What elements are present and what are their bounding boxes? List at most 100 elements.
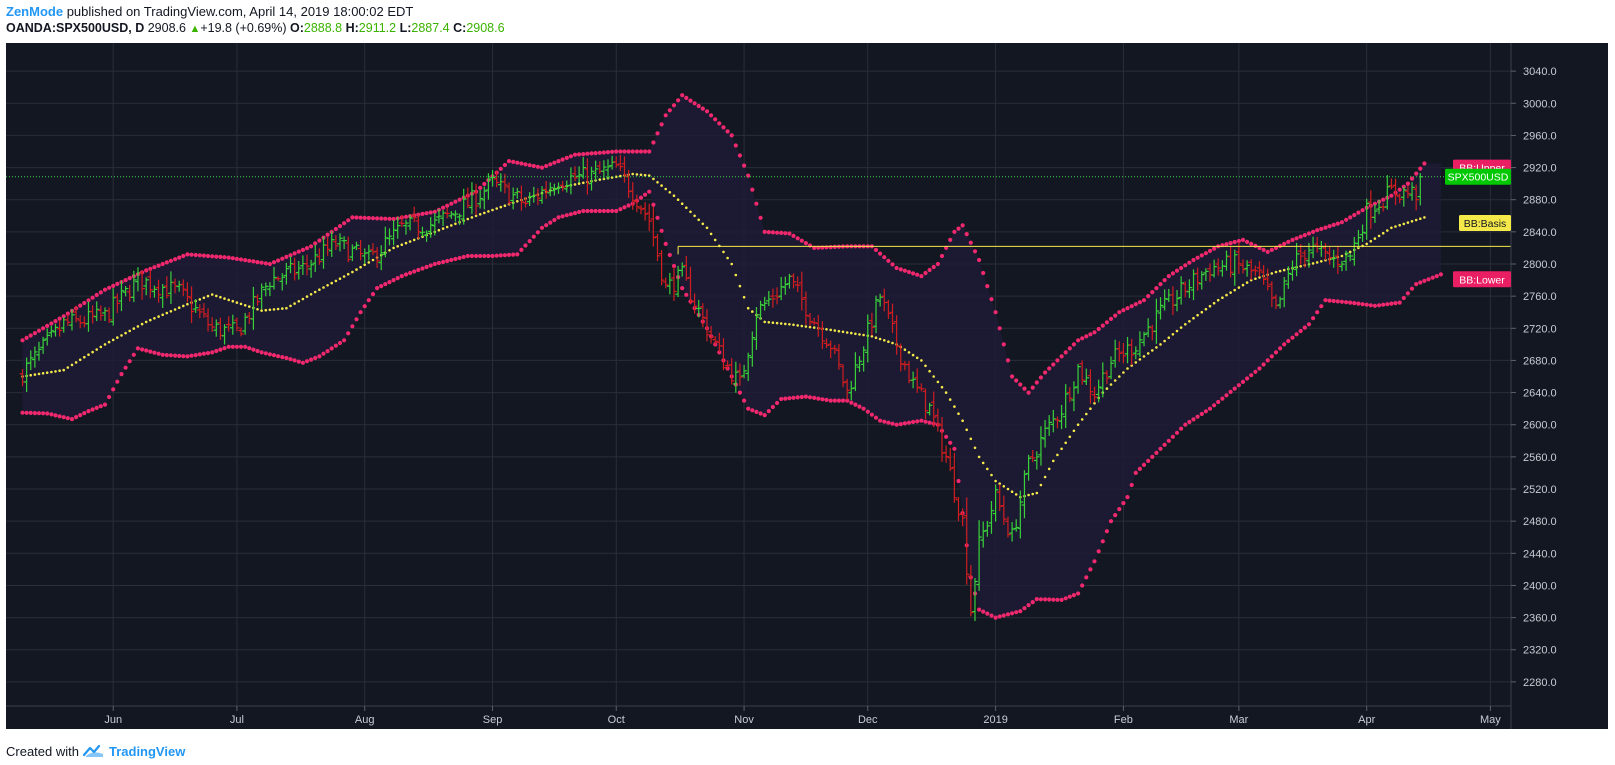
bb-basis-dot [1320, 260, 1323, 263]
bb-upper-dot [523, 162, 528, 167]
symbol-name[interactable]: OANDA:SPX500USD, D [6, 21, 145, 35]
bb-lower-dot [1166, 438, 1171, 443]
ohlc-bar [394, 216, 401, 239]
bb-basis-dot [33, 373, 37, 376]
open-value: 2888.8 [303, 21, 343, 35]
last-price: 2908.6 [147, 21, 186, 35]
ohlc-bar [225, 316, 232, 332]
ohlc-bar [1091, 386, 1098, 403]
tradingview-link[interactable]: TradingView [108, 743, 186, 759]
bb-lower-dot [28, 410, 33, 415]
price-axis[interactable] [1511, 43, 1608, 706]
price-tick-label: 2560.0 [1523, 452, 1557, 464]
price-chart[interactable]: 3040.0 3000.0 2960.0 2920.0 2880.0 2840.0 2800… [6, 43, 1608, 729]
ohlc-bar [159, 283, 166, 308]
bb-basis-dot [202, 296, 206, 300]
bb-basis-dot [1031, 492, 1034, 496]
bb-upper-dot [267, 261, 272, 267]
bb-lower-dot [568, 212, 574, 217]
bb-lower-dot [853, 402, 858, 407]
bb-lower-dot [1323, 298, 1328, 303]
bb-lower-dot [989, 613, 994, 618]
bb-upper-dot [890, 262, 895, 267]
bb-basis-dot [911, 353, 915, 357]
bb-basis-dot [1398, 223, 1401, 227]
ohlc-bar [667, 272, 673, 295]
bb-upper-dot [791, 233, 796, 238]
bb-upper-dot [379, 216, 384, 221]
close-label: C: [453, 21, 467, 35]
bb-lower-dot [1080, 583, 1085, 588]
ohlc-bar [724, 360, 731, 370]
bb-lower-dot [247, 346, 252, 351]
high-value: 2911.2 [358, 21, 397, 35]
bb-upper-dot [1397, 187, 1402, 192]
bb-basis-dot [726, 256, 729, 260]
bb-basis-dot [1324, 258, 1327, 262]
ohlc-bar [357, 239, 364, 261]
time-tick-label: Nov [734, 714, 754, 726]
bb-basis-dot [915, 356, 919, 360]
ohlc-bar [601, 160, 607, 179]
bb-basis-dot [285, 306, 288, 310]
bb-lower-dot [441, 259, 446, 265]
time-axis[interactable] [6, 706, 1608, 729]
bb-upper-dot [506, 159, 512, 164]
ohlc-bar [662, 277, 669, 289]
bb-lower-dot [420, 266, 425, 271]
bb-upper-dot [915, 272, 920, 277]
bb-lower-dot [370, 292, 376, 297]
bb-upper-dot [449, 201, 454, 206]
ohlc-bar [1153, 298, 1160, 344]
ohlc-bar [1413, 184, 1419, 211]
ohlc-bar [1355, 229, 1362, 248]
time-tick-label: Feb [1114, 714, 1133, 726]
bb-upper-dot [350, 215, 355, 220]
ohlc-bar [687, 266, 694, 305]
bb-lower-dot [519, 247, 524, 252]
bb-basis-dot [1076, 423, 1080, 427]
bb-upper-dot [49, 321, 54, 326]
bb-basis-dot [198, 298, 202, 301]
ohlc-bar [700, 303, 706, 328]
bb-upper-dot [1047, 366, 1052, 371]
bb-lower-dot [750, 408, 755, 413]
bb-upper-dot [692, 101, 697, 106]
bb-upper-dot [1323, 225, 1328, 230]
ohlc-bar [930, 391, 937, 428]
bb-lower-dot [944, 434, 949, 439]
bb-upper-dot [1422, 161, 1427, 166]
bb-basis-dot [858, 333, 861, 336]
bb-basis-dot [635, 173, 639, 176]
bb-lower-dot [1030, 600, 1035, 605]
bb-lower-dot [531, 234, 536, 239]
bb-upper-dot [1162, 278, 1167, 283]
bb-upper-dot [432, 209, 437, 214]
author-link[interactable]: ZenMode [6, 4, 64, 19]
bb-basis-dot [643, 173, 647, 177]
bb-basis-dot [1254, 277, 1257, 280]
bb-lower-dot [993, 615, 998, 620]
bb-upper-dot [828, 245, 833, 250]
bb-upper-dot [696, 103, 701, 109]
ohlc-bar [481, 186, 488, 210]
bb-basis-dot [1274, 270, 1278, 274]
bb-basis-dot [689, 210, 692, 214]
ohlc-bar [151, 285, 158, 298]
bb-upper-dot [1212, 246, 1217, 251]
bb-lower-dot [1076, 591, 1081, 596]
ohlc-bar [1029, 449, 1036, 463]
bb-basis-dot [227, 298, 230, 302]
ohlc-bar [1256, 261, 1263, 277]
bb-upper-dot [1302, 233, 1307, 238]
footer: Created with TradingView [6, 742, 185, 760]
badge-label: BB:Lower [1459, 274, 1505, 286]
bb-lower-dot [919, 418, 924, 423]
bb-basis-dot [602, 177, 606, 181]
ohlc-bar [258, 283, 265, 310]
bb-upper-dot [659, 122, 664, 127]
bb-upper-dot [544, 163, 549, 169]
ohlc-bar [679, 262, 686, 277]
bb-lower-dot [90, 407, 95, 412]
bb-upper-dot [1080, 336, 1085, 341]
